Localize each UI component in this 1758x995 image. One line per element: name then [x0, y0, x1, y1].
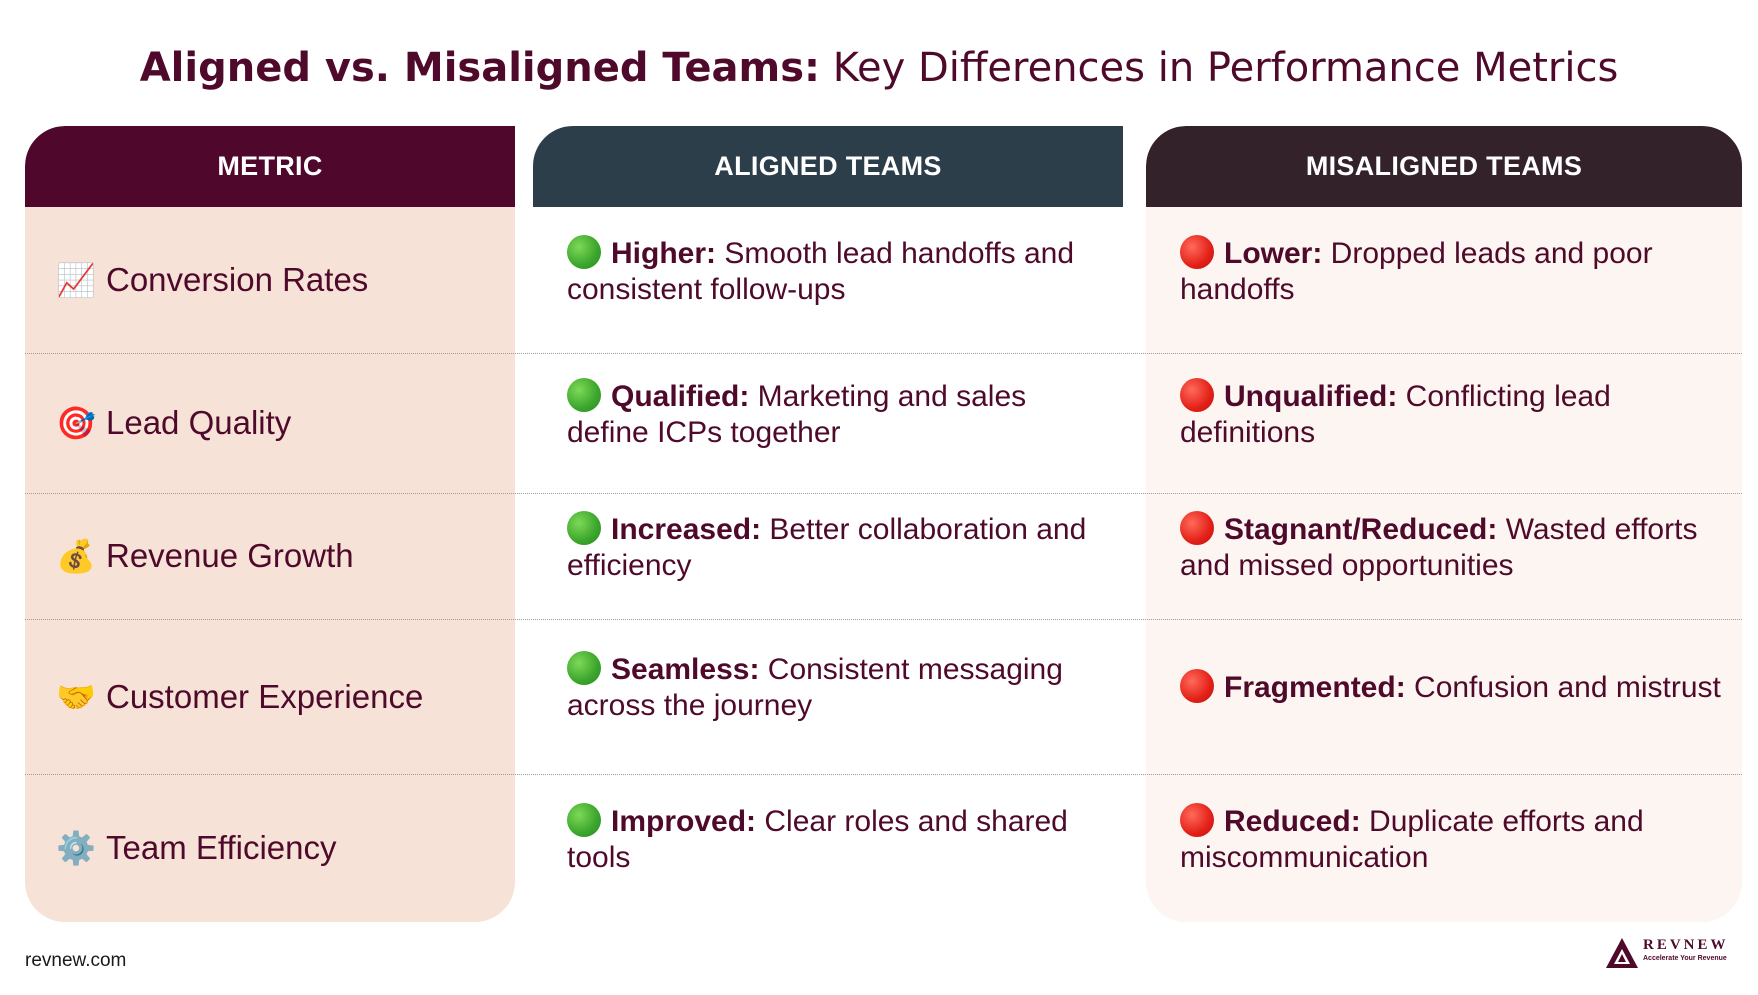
misaligned-header: MISALIGNED TEAMS	[1146, 126, 1742, 207]
misaligned-text: Conflicting lead definitions	[1180, 379, 1611, 449]
aligned-label: Higher:	[611, 236, 716, 270]
gear-icon: ⚙️	[56, 829, 96, 867]
metric-column: METRIC 📈 Conversion Rates 🎯 Lead Quality 💰…	[25, 126, 515, 922]
revnew-logo: REVNEW Accelerate Your Revenue	[1605, 935, 1735, 971]
aligned-label: Qualified:	[611, 379, 750, 413]
misaligned-label: Lower:	[1224, 236, 1323, 270]
aligned-row: Improved: Clear roles and shared tools	[533, 774, 1123, 922]
misaligned-text: Dropped leads and poor handoffs	[1180, 236, 1653, 306]
aligned-cell: Improved: Clear roles and shared tools	[533, 802, 1123, 876]
metric-label: Conversion Rates	[106, 261, 369, 298]
aligned-label: Seamless:	[611, 653, 760, 686]
aligned-cell: Seamless: Consistent messaging across th…	[533, 651, 1123, 724]
red-circle-icon	[1180, 510, 1214, 545]
logo-triangle-icon	[1606, 938, 1638, 968]
aligned-text: Smooth lead handoffs and consistent foll…	[567, 236, 1075, 306]
misaligned-cell: Fragmented: Confusion and mistrust	[1146, 669, 1741, 706]
misaligned-cell: Lower: Dropped leads and poor handoffs	[1146, 234, 1742, 308]
aligned-text: Clear roles and shared tools	[567, 804, 1068, 874]
aligned-cell: Increased: Better collaboration and effi…	[533, 510, 1123, 584]
page-title-rest: Key Differences in Performance Metrics	[820, 45, 1619, 91]
metric-label: Customer Experience	[106, 677, 424, 715]
misaligned-text: Duplicate efforts and miscommunication	[1180, 804, 1644, 874]
aligned-row: Higher: Smooth lead handoffs and consist…	[533, 207, 1123, 353]
aligned-row: Seamless: Consistent messaging across th…	[533, 619, 1123, 774]
misaligned-row: Stagnant/Reduced: Wasted efforts and mis…	[1146, 493, 1742, 619]
green-circle-icon	[567, 651, 601, 685]
page-title-bold: Aligned vs. Misaligned Teams:	[139, 45, 820, 91]
handshake-icon: 🤝	[56, 677, 96, 716]
aligned-cell: Higher: Smooth lead handoffs and consist…	[533, 234, 1123, 308]
metric-cell: 🎯 Lead Quality	[25, 404, 291, 442]
misaligned-column: MISALIGNED TEAMS Lower: Dropped leads an…	[1146, 126, 1742, 922]
misaligned-label: Reduced:	[1224, 804, 1361, 838]
misaligned-text: Confusion and mistrust	[1405, 671, 1721, 704]
aligned-row: Increased: Better collaboration and effi…	[533, 493, 1123, 619]
metric-row: 🤝 Customer Experience	[25, 619, 515, 774]
target-icon: 🎯	[56, 404, 96, 442]
aligned-column: ALIGNED TEAMS Higher: Smooth lead handof…	[533, 126, 1123, 922]
misaligned-label: Unqualified:	[1224, 379, 1398, 413]
metric-row: 🎯 Lead Quality	[25, 353, 515, 493]
metric-label: Revenue Growth	[106, 537, 354, 574]
misaligned-cell: Stagnant/Reduced: Wasted efforts and mis…	[1146, 510, 1742, 584]
metric-row: 📈 Conversion Rates	[25, 207, 515, 353]
misaligned-cell: Reduced: Duplicate efforts and miscommun…	[1146, 802, 1742, 876]
misaligned-row: Reduced: Duplicate efforts and miscommun…	[1146, 774, 1742, 922]
misaligned-row: Fragmented: Confusion and mistrust	[1146, 619, 1742, 774]
aligned-row: Qualified: Marketing and sales define IC…	[533, 353, 1123, 493]
green-circle-icon	[567, 802, 601, 837]
misaligned-label: Stagnant/Reduced:	[1224, 512, 1498, 546]
money-bag-icon: 💰	[56, 537, 96, 575]
green-circle-icon	[567, 510, 601, 545]
chart-increasing-icon: 📈	[56, 261, 96, 299]
metric-label: Team Efficiency	[106, 829, 337, 866]
metric-header: METRIC	[25, 126, 515, 207]
aligned-header: ALIGNED TEAMS	[533, 126, 1123, 207]
logo-name: REVNEW	[1643, 937, 1729, 953]
green-circle-icon	[567, 377, 601, 412]
metric-label: Lead Quality	[106, 404, 292, 441]
footer-url[interactable]: revnew.com	[25, 950, 127, 971]
metric-row: 💰 Revenue Growth	[25, 493, 515, 619]
red-circle-icon	[1180, 234, 1214, 269]
metric-cell: ⚙️ Team Efficiency	[25, 829, 336, 867]
misaligned-row: Lower: Dropped leads and poor handoffs	[1146, 207, 1742, 353]
aligned-text: Marketing and sales define ICPs together	[567, 379, 1027, 449]
metric-cell: 💰 Revenue Growth	[25, 537, 354, 575]
page-title: Aligned vs. Misaligned Teams: Key Differ…	[0, 42, 1758, 94]
row-divider	[25, 353, 1742, 354]
aligned-label: Improved:	[611, 804, 757, 838]
metric-cell: 📈 Conversion Rates	[25, 261, 368, 299]
row-divider	[25, 493, 1742, 494]
logo-tagline: Accelerate Your Revenue	[1643, 955, 1727, 962]
aligned-label: Increased:	[611, 512, 762, 546]
misaligned-label: Fragmented:	[1224, 671, 1406, 704]
row-divider	[25, 619, 1742, 620]
aligned-text: Better collaboration and efficiency	[567, 512, 1087, 582]
red-circle-icon	[1180, 669, 1214, 703]
red-circle-icon	[1180, 377, 1214, 412]
green-circle-icon	[567, 234, 601, 269]
aligned-cell: Qualified: Marketing and sales define IC…	[533, 377, 1123, 451]
row-divider	[25, 774, 1742, 775]
metric-cell: 🤝 Customer Experience	[25, 678, 423, 716]
aligned-text: Consistent messaging across the journey	[567, 653, 1063, 722]
misaligned-text: Wasted efforts and missed opportunities	[1180, 512, 1698, 582]
misaligned-cell: Unqualified: Conflicting lead definition…	[1146, 377, 1742, 451]
red-circle-icon	[1180, 802, 1214, 837]
misaligned-row: Unqualified: Conflicting lead definition…	[1146, 353, 1742, 493]
metric-row: ⚙️ Team Efficiency	[25, 774, 515, 922]
